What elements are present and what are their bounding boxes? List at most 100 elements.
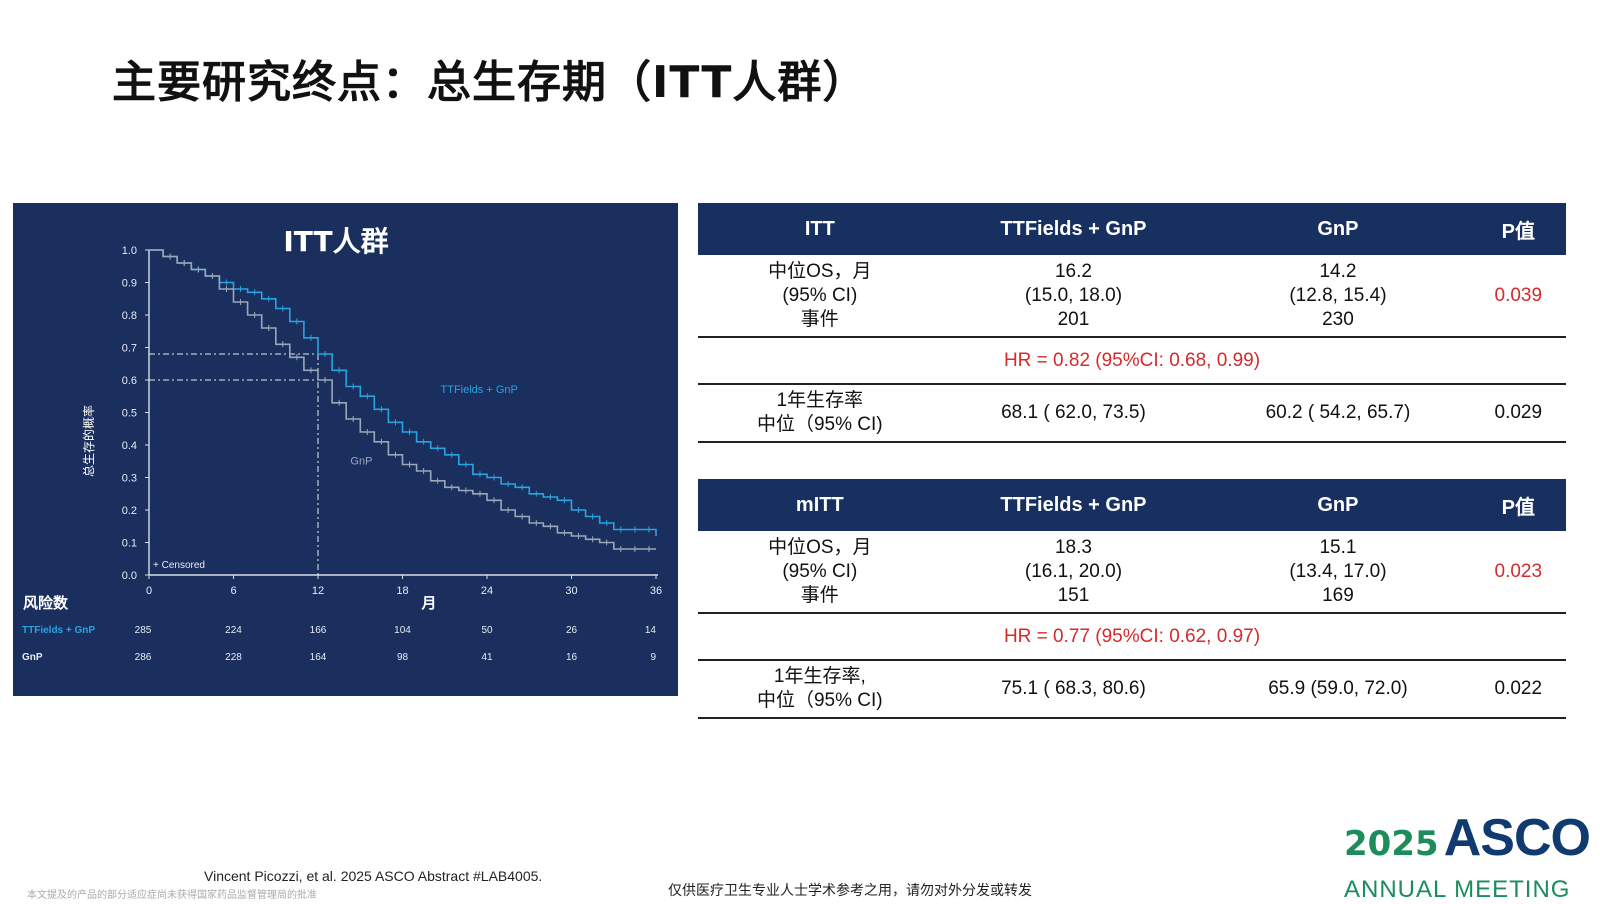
row-label-line: 中位OS，月 bbox=[768, 260, 872, 282]
y-tick-label: 0.6 bbox=[122, 375, 137, 387]
hazard-ratio: HR = 0.77 (95%CI: 0.62, 0.97) bbox=[698, 613, 1566, 661]
hr-row: HR = 0.77 (95%CI: 0.62, 0.97) bbox=[698, 613, 1566, 661]
p-value-cell: 0.022 bbox=[1470, 660, 1566, 719]
table-header-cell: TTFields + GnP bbox=[941, 203, 1206, 255]
page-title: 主要研究终点：总生存期（ITT人群） bbox=[112, 57, 868, 108]
censor-mark bbox=[575, 507, 582, 513]
row-label: 1年生存率 中位（95% CI) bbox=[698, 384, 942, 443]
censor-mark bbox=[462, 461, 469, 468]
censor-mark bbox=[645, 526, 652, 533]
asco-logo: 2025 ASCO ANNUAL MEETING bbox=[1344, 809, 1591, 904]
row-label: 中位OS，月 (95% CI) 事件 bbox=[698, 531, 942, 614]
km-chart-panel: 0.0 0.1 0.2 0.3 0.4 0.5 0.6 0.7 0.8 0.9 1.0 0 6 12 18 2… bbox=[13, 203, 678, 696]
mitt-results-table: mITT TTFields + GnP GnP P值 中位OS，月 (95% C… bbox=[698, 479, 1566, 719]
censor-mark bbox=[336, 399, 343, 406]
row-label-line: 中位（95% CI) bbox=[756, 414, 883, 435]
censor-mark bbox=[476, 471, 483, 478]
censor-mark bbox=[519, 513, 526, 520]
cell-line: (13.4, 17.0) bbox=[1289, 560, 1387, 582]
table-header-cell: P值 bbox=[1470, 479, 1566, 531]
itt-results-table: ITT TTFields + GnP GnP P值 中位OS，月 (95% CI… bbox=[698, 203, 1566, 443]
ttf-cell: 75.1 ( 68.3, 80.6) bbox=[941, 660, 1206, 719]
ttf-cell: 18.3 (16.1, 20.0) 151 bbox=[941, 531, 1206, 614]
censor-mark bbox=[519, 484, 526, 491]
cell-line: (12.8, 15.4) bbox=[1289, 284, 1387, 306]
cell-line: (15.0, 18.0) bbox=[1024, 284, 1123, 306]
logo-name: ASCO bbox=[1443, 809, 1591, 867]
censor-mark bbox=[167, 253, 174, 260]
censor-mark bbox=[589, 536, 596, 543]
censor-mark bbox=[617, 526, 624, 533]
risk-count: 14 bbox=[645, 625, 657, 636]
km-chart: 0.0 0.1 0.2 0.3 0.4 0.5 0.6 0.7 0.8 0.9 1.0 0 6 12 18 2… bbox=[22, 225, 662, 663]
censor-mark bbox=[491, 497, 498, 504]
censor-mark bbox=[195, 266, 202, 273]
cell-line: 169 bbox=[1322, 584, 1354, 606]
p-value-cell: 0.039 bbox=[1470, 255, 1566, 338]
hr-row: HR = 0.82 (95%CI: 0.68, 0.99) bbox=[698, 337, 1566, 385]
censor-mark bbox=[293, 318, 300, 325]
censor-mark bbox=[406, 429, 413, 435]
censor-mark bbox=[491, 474, 498, 481]
table-header-row: mITT TTFields + GnP GnP P值 bbox=[698, 479, 1566, 531]
censor-mark bbox=[279, 305, 286, 312]
censor-mark bbox=[631, 526, 638, 533]
risk-count: 26 bbox=[566, 625, 578, 636]
cell-line: 16.2 bbox=[1054, 260, 1092, 282]
risk-count: 164 bbox=[310, 652, 327, 663]
ttf-cell: 68.1 ( 62.0, 73.5) bbox=[941, 384, 1206, 443]
censor-mark bbox=[434, 477, 441, 484]
p-value-cell: 0.029 bbox=[1470, 384, 1566, 443]
risk-count: 285 bbox=[135, 625, 152, 636]
table-row: 1年生存率, 中位（95% CI) 75.1 ( 68.3, 80.6) 65.… bbox=[698, 660, 1566, 719]
risk-table-title: 风险数 bbox=[23, 594, 69, 612]
risk-count: 98 bbox=[397, 652, 409, 663]
y-tick-label: 0.7 bbox=[122, 343, 137, 355]
x-tick-label: 18 bbox=[396, 585, 408, 597]
cell-line: 230 bbox=[1322, 308, 1354, 330]
ttfields-gnp-curve bbox=[149, 249, 657, 536]
cell-line: 18.3 bbox=[1054, 536, 1092, 558]
gnp-curve bbox=[149, 249, 656, 550]
risk-count: 16 bbox=[566, 652, 578, 663]
censor-mark bbox=[505, 507, 512, 513]
gnp-cell: 15.1 (13.4, 17.0) 169 bbox=[1205, 531, 1471, 614]
gnp-cell: 65.9 (59.0, 72.0) bbox=[1205, 660, 1471, 719]
x-tick-label: 12 bbox=[312, 585, 324, 597]
censor-mark bbox=[223, 286, 230, 292]
risk-count: 104 bbox=[394, 625, 411, 636]
cell-line: 15.1 bbox=[1319, 536, 1357, 558]
table-header-cell: TTFields + GnP bbox=[941, 479, 1206, 531]
risk-row-label-ttfields-gnp: TTFields + GnP bbox=[22, 625, 95, 636]
table-header-cell: GnP bbox=[1205, 479, 1471, 531]
censor-mark bbox=[322, 351, 329, 357]
risk-count: 50 bbox=[481, 625, 493, 636]
cell-line: 201 bbox=[1057, 308, 1090, 330]
logo-subtitle: ANNUAL MEETING bbox=[1344, 876, 1571, 903]
censor-mark bbox=[603, 520, 610, 526]
row-label: 1年生存率, 中位（95% CI) bbox=[698, 660, 942, 719]
x-tick-label: 36 bbox=[650, 585, 662, 597]
censor-mark bbox=[420, 438, 427, 445]
censor-mark bbox=[448, 484, 455, 491]
censor-mark bbox=[279, 341, 286, 348]
censor-mark bbox=[293, 354, 300, 361]
censor-mark bbox=[589, 513, 596, 520]
censor-mark bbox=[617, 546, 624, 552]
risk-count: 286 bbox=[135, 652, 152, 663]
censor-mark bbox=[533, 490, 540, 497]
y-tick-label: 0.5 bbox=[122, 408, 137, 420]
chart-title: ITT人群 bbox=[283, 225, 388, 258]
censor-mark bbox=[645, 546, 652, 552]
row-label-line: (95% CI) bbox=[782, 284, 858, 306]
ttf-cell: 16.2 (15.0, 18.0) 201 bbox=[941, 255, 1206, 338]
row-label-line: 1年生存率 bbox=[776, 390, 864, 411]
censor-mark bbox=[364, 429, 371, 435]
table-header-cell: GnP bbox=[1205, 203, 1471, 255]
x-tick-label: 24 bbox=[481, 585, 493, 597]
censor-mark bbox=[265, 295, 272, 302]
row-label-line: 事件 bbox=[800, 308, 839, 330]
censor-mark bbox=[448, 451, 455, 458]
censor-mark bbox=[476, 490, 483, 497]
censor-mark bbox=[434, 445, 441, 452]
